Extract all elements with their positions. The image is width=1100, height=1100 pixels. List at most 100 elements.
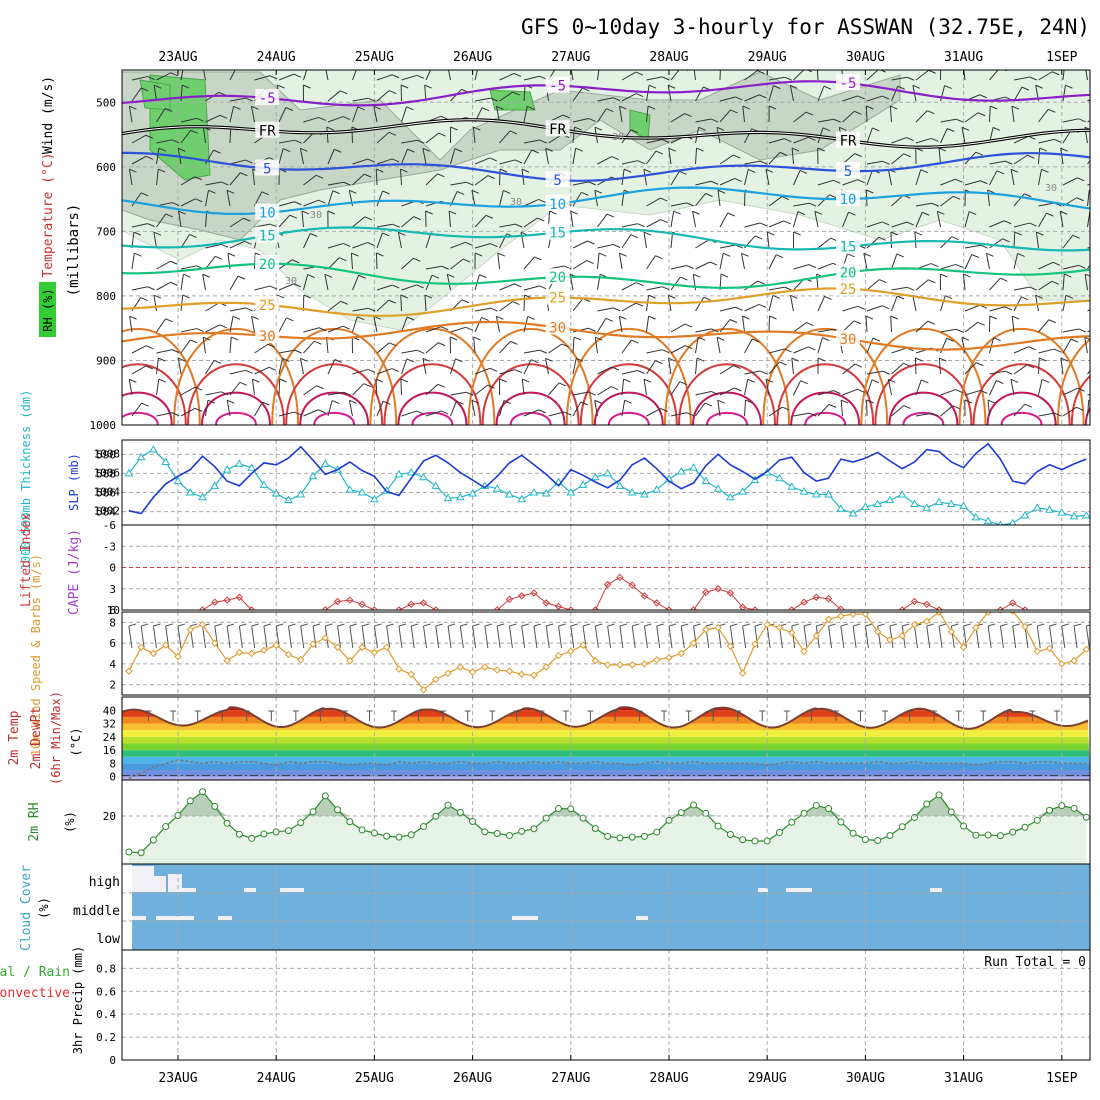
wind-barb-flag	[441, 265, 449, 270]
date-label-bottom: 1SEP	[1046, 1071, 1077, 1086]
temp-maxmin-marker	[783, 710, 790, 721]
wind-barb-flag	[171, 139, 180, 144]
wind-barb	[695, 337, 699, 354]
rh-point	[763, 837, 771, 845]
wind-barb-flag	[921, 379, 929, 384]
wind-speed-point	[272, 641, 280, 649]
wind-barb-flag	[400, 378, 409, 383]
temp-maxmin-marker	[710, 710, 717, 721]
wind-barb	[548, 411, 565, 417]
wind-barb-10m-flag	[521, 623, 529, 627]
temp-maxmin-marker	[1004, 710, 1011, 721]
wind-barb	[523, 106, 528, 123]
wind-barb-flag	[987, 399, 996, 404]
wind-barb	[303, 116, 319, 123]
wind-barb-10m	[398, 625, 403, 649]
thickness-point	[431, 481, 441, 489]
wind-barb-flag	[839, 126, 847, 131]
temp-maxmin-marker	[808, 710, 815, 721]
wind-barb-flag	[588, 391, 596, 396]
wind-speed-point	[174, 652, 182, 661]
thickness-frame	[121, 439, 1091, 526]
wind-barb-flag	[871, 379, 880, 384]
wind-barb-flag	[888, 378, 896, 383]
wind-barb-flag	[1054, 412, 1062, 417]
thickness-point	[615, 481, 625, 489]
wind-barb-flag	[261, 191, 270, 196]
wind-barb-flag	[721, 64, 728, 67]
rh-point	[309, 808, 317, 816]
wind-barb	[915, 202, 932, 207]
wind-barb	[229, 70, 236, 81]
wind-barb	[1087, 400, 1090, 417]
isotherm-label: FR	[840, 134, 857, 150]
wind-barb	[178, 211, 182, 228]
wind-barb	[887, 379, 892, 396]
wind-barb	[401, 284, 417, 291]
wind-barb-flag	[190, 129, 198, 134]
wind-barb-flag	[440, 410, 449, 415]
wind-barb	[205, 243, 222, 249]
rh-point	[530, 825, 538, 833]
wind-barb	[842, 305, 858, 312]
rh-area-high	[128, 791, 1087, 816]
date-label-top: 29AUG	[748, 50, 787, 65]
wind-barb-flag	[145, 365, 153, 370]
thickness-point	[861, 502, 870, 510]
wind-barb-flag	[165, 213, 173, 218]
wind-barb	[153, 85, 157, 102]
wind-barb-flag	[400, 168, 408, 173]
wind-barb	[964, 180, 981, 186]
wind-barb-10m	[607, 625, 612, 649]
wind-barb	[156, 379, 160, 396]
lifted-index-point	[689, 606, 698, 610]
wind-barb-flag	[262, 401, 270, 406]
wind-barb-10m	[840, 625, 845, 649]
temp-contour-lobe	[122, 363, 187, 425]
wind-barb	[180, 386, 196, 396]
wind-barb-flag	[799, 169, 808, 174]
wind-barb-flag	[422, 147, 431, 152]
wind-barb-flag	[866, 399, 874, 404]
lifted-index-line	[594, 576, 670, 610]
wind-barb	[842, 179, 858, 186]
wind-barb-flag	[783, 220, 791, 225]
rh-point	[874, 836, 882, 844]
wind-barb-flag	[368, 97, 376, 102]
wind-barb-flag	[996, 380, 1004, 384]
wind-barb-flag	[182, 294, 190, 299]
axis-label-cloud-unit: (%)	[37, 897, 51, 919]
wind-barb	[597, 318, 607, 333]
wind-barb-flag	[545, 147, 553, 152]
wind-barb	[327, 242, 344, 249]
wind-barb-flag	[716, 126, 725, 131]
temp-contour-lobe	[607, 412, 650, 425]
wind-barb	[621, 339, 632, 354]
wind-barb	[156, 148, 160, 165]
wind-speed-point	[1033, 647, 1041, 656]
wind-barb	[400, 168, 402, 186]
wind-barb-flag	[754, 235, 763, 240]
wind-barb-10m	[1049, 625, 1054, 649]
wind-barb-10m-flag	[435, 623, 443, 627]
wind-speed-point	[554, 651, 563, 660]
wind-barb-10m	[152, 625, 157, 649]
isotherm-label-bg	[836, 263, 860, 280]
wind-barb-flag	[221, 181, 229, 186]
rh-point	[812, 801, 820, 809]
wind-barb-flag	[141, 402, 149, 407]
rh-point	[284, 827, 292, 835]
wind-barb-10m-flag	[300, 623, 308, 627]
wind-barb	[1062, 85, 1066, 102]
wind-barb	[352, 173, 365, 186]
thickness-point	[1057, 508, 1067, 516]
wind-barb-flag	[661, 76, 670, 81]
wind-barb	[742, 106, 745, 123]
wind-barb	[156, 213, 167, 228]
wind-barb-10m	[1012, 625, 1017, 649]
wind-barb	[131, 365, 147, 375]
wind-barb-flag	[1014, 231, 1022, 236]
wind-barb-flag	[294, 349, 302, 354]
wind-barb	[1038, 109, 1049, 123]
wind-barb-flag	[882, 95, 890, 100]
